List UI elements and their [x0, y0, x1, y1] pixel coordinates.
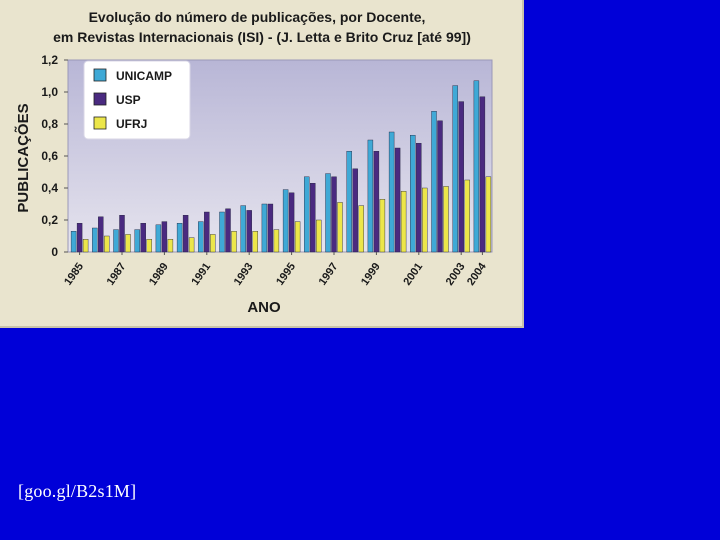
bar-ufrj-1990: UFRJ 1990: 0.09	[188, 237, 195, 253]
bar-usp-1992: USP 1992: 0.27	[225, 208, 231, 253]
y-tick-label: 0	[51, 245, 58, 259]
x-axis-label: ANO	[247, 299, 281, 316]
bar-ufrj-1994: UFRJ 1994: 0.14	[273, 229, 280, 253]
bar-ufrj-2003: UFRJ 2003: 0.45	[464, 179, 470, 253]
bar-ufrj-1985: UFRJ 1985: 0.08	[82, 238, 89, 253]
bar-unicamp-1992: UNICAMP 1992: 0.25	[219, 211, 225, 253]
bar-unicamp-1987: UNICAMP 1987: 0.14	[113, 229, 119, 253]
legend-swatch-unicamp	[93, 68, 107, 82]
bar-usp-1990: USP 1990: 0.23	[182, 214, 189, 253]
bar-ufrj-1998: UFRJ 1998: 0.29	[358, 205, 364, 253]
x-tick-label: 2003	[444, 261, 468, 288]
x-tick-label: 1985	[62, 261, 86, 288]
bar-unicamp-2003: UNICAMP 2003: 1.04	[452, 85, 458, 253]
legend-swatch-usp	[93, 92, 107, 106]
bar-ufrj-1989: UFRJ 1989: 0.08	[167, 238, 174, 253]
legend: UNICAMP USP UFRJ	[83, 60, 191, 140]
bar-ufrj-1996: UFRJ 1996: 0.2	[316, 219, 322, 253]
x-tick-label: 1995	[274, 261, 298, 288]
legend-label-unicamp: UNICAMP	[116, 69, 172, 83]
bar-unicamp-1996: UNICAMP 1996: 0.47	[304, 176, 310, 253]
bar-unicamp-2001: UNICAMP 2001: 0.73	[410, 134, 416, 253]
bar-unicamp-1991: UNICAMP 1991: 0.19	[198, 221, 204, 253]
bar-unicamp-1986: UNICAMP 1986: 0.15	[92, 227, 98, 253]
x-tick-label: 1987	[105, 261, 129, 288]
legend-box	[83, 60, 191, 140]
bars-group: UNICAMP 1985: 0.13USP 1985: 0.18UFRJ 198…	[70, 80, 492, 253]
bar-usp-1995: USP 1995: 0.37	[288, 192, 295, 253]
bar-unicamp-1997: UNICAMP 1997: 0.49	[325, 173, 331, 253]
bar-ufrj-2004: UFRJ 2004: 0.47	[485, 176, 492, 253]
bar-usp-1993: USP 1993: 0.26	[246, 210, 252, 253]
x-tick-label: 1999	[359, 261, 383, 288]
bar-ufrj-1993: UFRJ 1993: 0.13	[252, 230, 258, 253]
y-axis-label: PUBLICAÇÕES	[14, 103, 32, 212]
bar-ufrj-1999: UFRJ 1999: 0.33	[379, 198, 386, 253]
bar-ufrj-1986: UFRJ 1986: 0.1	[104, 235, 110, 253]
bar-usp-1985: USP 1985: 0.18	[76, 222, 83, 253]
y-tick-label: 0,2	[41, 213, 58, 227]
legend-label-ufrj: UFRJ	[116, 117, 147, 131]
y-tick-label: 0,6	[41, 149, 58, 163]
bar-unicamp-2002: UNICAMP 2002: 0.88	[431, 110, 437, 253]
bar-unicamp-1989: UNICAMP 1989: 0.17	[155, 224, 162, 253]
chart-figure: Evolução do número de publicações, por D…	[0, 0, 524, 328]
bar-usp-2003: USP 2003: 0.94	[458, 101, 464, 253]
bar-usp-1996: USP 1996: 0.43	[310, 182, 316, 253]
x-tick-label: 2001	[401, 261, 425, 288]
bar-ufrj-1995: UFRJ 1995: 0.19	[294, 221, 301, 253]
bar-unicamp-1995: UNICAMP 1995: 0.39	[282, 189, 289, 253]
chart-svg: Evolução do número de publicações, por D…	[14, 9, 493, 316]
bar-ufrj-2001: UFRJ 2001: 0.4	[422, 187, 428, 253]
bar-usp-2000: USP 2000: 0.65	[394, 147, 401, 253]
bar-ufrj-1988: UFRJ 1988: 0.08	[146, 238, 152, 253]
x-tick-label: 1989	[147, 261, 171, 288]
bar-unicamp-1990: UNICAMP 1990: 0.18	[176, 222, 183, 253]
bar-usp-2002: USP 2002: 0.82	[437, 120, 443, 253]
chart-title: Evolução do número de publicações, por D…	[89, 9, 426, 25]
bar-unicamp-2000: UNICAMP 2000: 0.75	[388, 131, 395, 253]
bar-usp-1989: USP 1989: 0.19	[161, 221, 168, 253]
bar-unicamp-1998: UNICAMP 1998: 0.63	[346, 150, 352, 253]
bar-ufrj-2002: UFRJ 2002: 0.41	[443, 186, 449, 253]
bar-unicamp-1994: UNICAMP 1994: 0.3	[261, 203, 268, 253]
bar-usp-2004: USP 2004: 0.97	[479, 96, 486, 253]
x-axis: 1985 1987 1989 1991 1993 1995 1997 1999 2001 2003…	[62, 252, 489, 288]
bar-ufrj-1987: UFRJ 1987: 0.11	[125, 234, 131, 253]
bar-usp-1994: USP 1994: 0.3	[267, 203, 274, 253]
bar-ufrj-1997: UFRJ 1997: 0.31	[337, 202, 343, 253]
bar-usp-1988: USP 1988: 0.18	[140, 222, 146, 253]
bar-usp-1997: USP 1997: 0.47	[331, 176, 337, 253]
bar-usp-1987: USP 1987: 0.23	[119, 214, 125, 253]
x-tick-label: 1991	[189, 261, 213, 288]
bar-unicamp-2004: UNICAMP 2004: 1.07	[473, 80, 480, 253]
y-tick-label: 0,4	[41, 181, 58, 195]
bar-unicamp-1993: UNICAMP 1993: 0.29	[240, 205, 246, 253]
bar-unicamp-1999: UNICAMP 1999: 0.7	[367, 139, 374, 253]
bar-usp-1991: USP 1991: 0.25	[204, 211, 210, 253]
bar-usp-1986: USP 1986: 0.22	[98, 216, 104, 253]
bar-unicamp-1988: UNICAMP 1988: 0.14	[134, 229, 140, 253]
legend-label-usp: USP	[116, 93, 141, 107]
bar-usp-1998: USP 1998: 0.52	[352, 168, 358, 253]
bar-ufrj-1992: UFRJ 1992: 0.13	[231, 230, 237, 253]
y-tick-label: 1,0	[41, 85, 58, 99]
source-link-caption: [goo.gl/B2s1M]	[18, 481, 137, 501]
x-tick-label: 1997	[317, 261, 341, 288]
y-tick-label: 1,2	[41, 53, 58, 67]
x-tick-label: 1993	[232, 261, 256, 288]
chart-subtitle: em Revistas Internacionais (ISI) - (J. L…	[53, 29, 471, 45]
x-tick-label: 2004	[465, 260, 489, 288]
y-tick-label: 0,8	[41, 117, 58, 131]
bar-usp-2001: USP 2001: 0.68	[416, 142, 422, 253]
bar-unicamp-1985: UNICAMP 1985: 0.13	[70, 230, 77, 253]
bar-ufrj-1991: UFRJ 1991: 0.11	[210, 234, 216, 253]
bar-usp-1999: USP 1999: 0.63	[373, 150, 380, 253]
bar-ufrj-2000: UFRJ 2000: 0.38	[400, 190, 407, 253]
legend-swatch-ufrj	[93, 116, 107, 130]
y-axis: 0 0,2 0,4 0,6 0,8 1,0 1,2	[41, 53, 68, 259]
